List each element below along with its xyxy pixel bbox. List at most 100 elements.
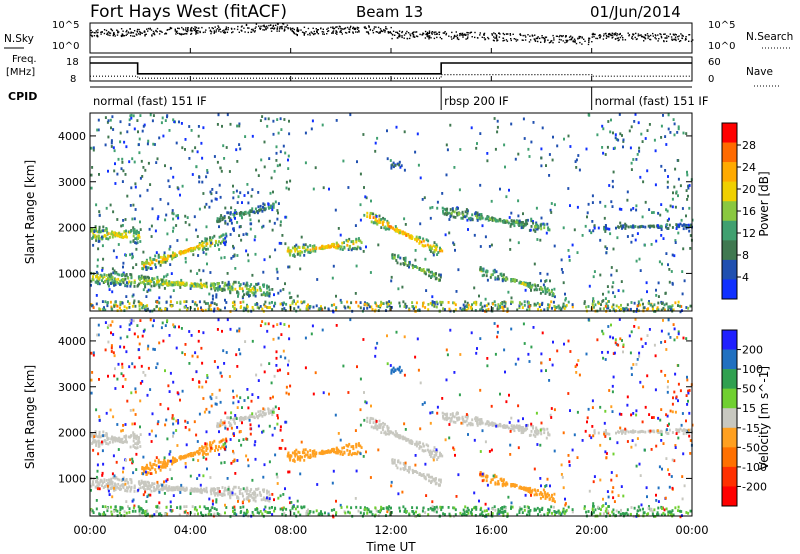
range-cell	[422, 444, 425, 448]
noise-sample	[608, 33, 610, 35]
range-cell	[325, 245, 328, 248]
range-cell	[241, 492, 244, 496]
range-cell	[229, 286, 232, 290]
range-cell	[204, 237, 207, 241]
range-cell	[287, 154, 290, 158]
range-cell	[518, 219, 521, 223]
range-cell	[142, 267, 145, 271]
range-cell	[149, 256, 152, 260]
noise-sample	[614, 38, 617, 40]
noise-sample	[182, 29, 185, 31]
range-cell	[340, 245, 343, 249]
noise-sample	[382, 30, 384, 33]
range-cell	[499, 187, 501, 191]
range-cell	[121, 483, 124, 486]
range-cell	[439, 273, 442, 277]
range-cell	[162, 134, 165, 138]
range-cell	[234, 287, 237, 291]
range-cell	[214, 493, 217, 497]
noise-sample	[433, 37, 436, 40]
range-cell	[347, 444, 350, 448]
range-cell	[167, 254, 169, 258]
noise-sample	[632, 33, 634, 35]
range-cell	[605, 302, 608, 306]
noise-sample	[534, 34, 536, 36]
range-cell	[603, 216, 606, 220]
noise-sample	[341, 33, 343, 35]
range-cell	[116, 477, 119, 481]
range-cell	[95, 480, 98, 484]
range-cell	[229, 291, 232, 295]
range-cell	[125, 273, 128, 277]
noise-sample	[385, 26, 387, 28]
noise-sample	[244, 31, 246, 33]
range-cell	[294, 453, 297, 457]
range-cell	[669, 131, 672, 134]
range-cell	[433, 477, 435, 481]
range-cell	[386, 424, 389, 428]
range-cell	[354, 224, 357, 227]
noise-sample	[149, 28, 151, 30]
range-cell	[392, 165, 395, 169]
range-cell	[461, 308, 463, 312]
range-cell	[284, 242, 287, 246]
noise-sample	[613, 32, 615, 35]
range-cell	[247, 253, 249, 257]
noise-sample	[143, 31, 145, 33]
range-cell	[170, 486, 173, 489]
range-cell	[111, 290, 114, 294]
range-cell	[178, 456, 181, 460]
range-cell	[588, 284, 591, 288]
range-cell	[463, 215, 465, 218]
range-cell	[120, 278, 123, 282]
range-cell	[668, 217, 670, 221]
range-cell	[585, 305, 588, 309]
range-cell	[158, 307, 160, 311]
range-cell	[151, 207, 154, 211]
noise-sample	[414, 36, 416, 38]
range-cell	[677, 125, 680, 129]
range-cell	[216, 286, 219, 290]
range-cell	[107, 487, 109, 491]
noise-sample	[316, 29, 319, 31]
range-cell	[501, 306, 504, 309]
range-cell	[493, 300, 496, 304]
range-cell	[232, 191, 235, 194]
range-cell	[548, 174, 551, 177]
range-cell	[368, 305, 371, 309]
range-cell	[355, 264, 358, 268]
range-cell	[156, 280, 159, 284]
range-cell	[173, 459, 176, 462]
range-cell	[145, 473, 148, 476]
range-cell	[271, 208, 274, 212]
range-cell	[465, 208, 468, 211]
range-cell	[132, 114, 135, 118]
range-cell	[457, 212, 460, 216]
range-cell	[406, 469, 409, 472]
range-cell	[540, 279, 542, 283]
range-cell	[172, 175, 175, 179]
range-cell	[96, 435, 99, 439]
range-cell	[428, 248, 431, 251]
range-cell	[685, 306, 688, 309]
noise-sample	[322, 33, 324, 35]
noise-sample	[151, 34, 153, 36]
noise-sample	[608, 36, 610, 38]
range-cell	[328, 187, 330, 191]
range-cell	[261, 209, 264, 213]
range-cell	[432, 303, 435, 307]
range-cell	[642, 306, 645, 310]
range-cell	[422, 244, 425, 248]
noise-sample	[681, 37, 684, 40]
range-cell	[137, 442, 139, 445]
range-cell	[176, 280, 179, 284]
range-cell	[209, 271, 212, 274]
range-cell	[530, 225, 533, 228]
noise-sample	[258, 25, 260, 27]
range-cell	[303, 300, 306, 304]
noise-sample	[255, 26, 257, 28]
range-cell	[399, 436, 401, 440]
range-cell	[103, 480, 106, 483]
range-cell	[223, 284, 226, 288]
range-cell	[584, 224, 587, 228]
